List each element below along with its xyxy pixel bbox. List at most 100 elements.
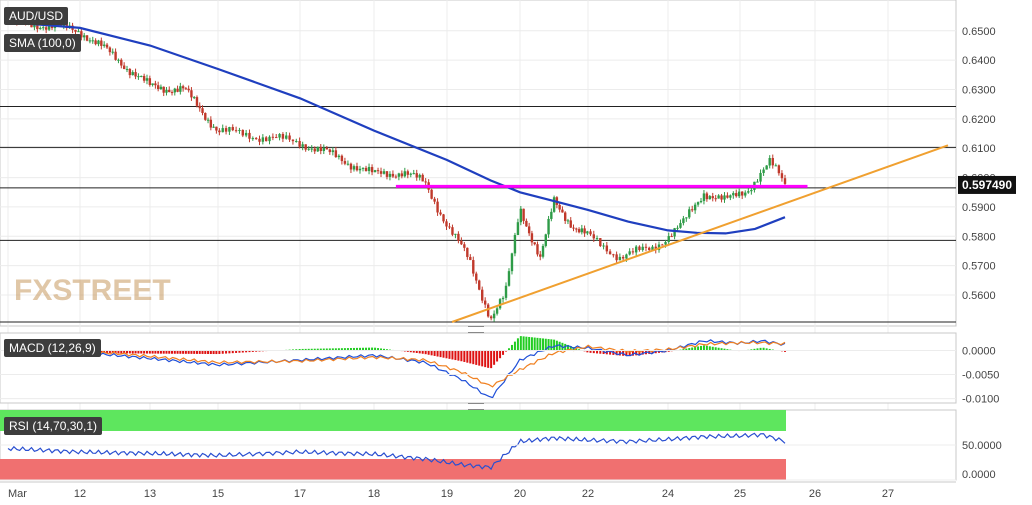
macd-hist-bar — [519, 336, 522, 351]
macd-hist-bar — [343, 348, 346, 351]
macd-hist-bar — [553, 339, 556, 351]
candle-body — [281, 133, 285, 139]
macd-hist-bar — [481, 350, 484, 367]
macd-hist-bar — [602, 350, 605, 355]
macd-hist-bar — [245, 350, 248, 353]
candle-body — [77, 31, 80, 33]
candle-body — [206, 119, 210, 121]
macd-hist-bar — [331, 348, 334, 351]
candle-body — [737, 191, 741, 197]
candle-body — [187, 88, 190, 91]
candle-body — [580, 228, 584, 233]
macd-hist-bar — [705, 345, 708, 351]
macd-hist-bar — [148, 350, 151, 354]
sma-label: SMA (100,0) — [4, 34, 81, 52]
main-panel — [0, 0, 957, 327]
macd-hist-bar — [374, 347, 377, 351]
candle-body — [39, 27, 42, 30]
rsi-y-tick-label: 50.0000 — [962, 440, 1002, 452]
candle-body — [134, 72, 137, 77]
rsi-resize-handle[interactable] — [468, 403, 484, 410]
rsi-oversold-zone — [0, 459, 786, 480]
candle-body — [589, 231, 592, 235]
candle-body — [495, 308, 499, 314]
macd-hist-bar — [750, 349, 753, 351]
candle-body — [181, 86, 185, 89]
x-tick-label: 27 — [882, 488, 894, 500]
candle-body — [651, 246, 654, 251]
macd-hist-bar — [291, 349, 294, 351]
macd-hist-bar — [635, 350, 638, 356]
candle-body — [735, 193, 738, 197]
candle-body — [376, 170, 380, 172]
x-tick-label: 24 — [662, 488, 674, 500]
candle-body — [400, 173, 404, 177]
candle-body — [644, 246, 648, 248]
candle-body — [608, 251, 612, 255]
candle-body — [85, 35, 89, 41]
macd-hist-bar — [544, 338, 547, 351]
macd-hist-bar — [784, 350, 786, 352]
rsi-line — [7, 432, 786, 471]
macd-hist-bar — [651, 350, 654, 354]
horizontal-gridlines — [0, 30, 956, 296]
macd-y-axis: 0.0000 -0.0050 -0.0100 — [0, 345, 999, 406]
macd-hist-bar — [625, 350, 628, 357]
y-tick-label: 0.6200 — [962, 114, 996, 126]
macd-hist-bar — [409, 350, 412, 353]
macd-hist-bar — [499, 350, 502, 359]
macd-hist-bar — [717, 347, 720, 351]
current-price-text: 0.597490 — [962, 178, 1012, 192]
candle-body — [352, 166, 356, 170]
candle-body — [469, 256, 472, 261]
macd-hist-bar — [225, 350, 228, 354]
macd-hist-bar — [377, 348, 380, 351]
macd-hist-bar — [100, 350, 103, 353]
candle-body — [204, 113, 207, 120]
candle-body — [36, 24, 39, 30]
macd-hist-bar — [349, 348, 352, 351]
candle-body — [516, 222, 520, 235]
macd-hist-bar — [759, 347, 762, 351]
candle-body — [159, 86, 163, 90]
macd-hist-bar — [688, 348, 691, 351]
macd-hist-bar — [439, 350, 442, 358]
y-tick-label: 0.5700 — [962, 261, 996, 273]
macd-hist-bar — [536, 337, 539, 351]
x-tick-label: 25 — [734, 488, 746, 500]
macd-hist-bar — [539, 338, 542, 351]
macd-hist-bar — [768, 348, 771, 351]
macd-hist-bar — [641, 350, 644, 355]
candle-body — [732, 193, 735, 196]
macd-hist-bar — [654, 350, 657, 354]
candle-body — [699, 200, 703, 203]
macd-hist-bar — [137, 350, 140, 354]
macd-hist-bar — [151, 350, 154, 354]
candle-body — [209, 119, 213, 128]
x-tick-label: 19 — [441, 488, 453, 500]
candle-body — [373, 170, 377, 173]
x-tick-label: 20 — [514, 488, 526, 500]
candle-body — [777, 165, 781, 174]
macd-hist-bar — [179, 350, 182, 354]
macd-resize-handle[interactable] — [468, 326, 484, 333]
macd-hist-bar — [487, 350, 490, 368]
macd-hist-bar — [176, 350, 179, 354]
candle-body — [388, 173, 392, 177]
candle-body — [42, 27, 45, 29]
macd-label: MACD (12,26,9) — [4, 339, 101, 357]
candle-body — [316, 146, 319, 152]
candle-body — [301, 144, 304, 147]
candle-body — [307, 148, 310, 150]
macd-hist-bar — [145, 350, 148, 354]
macd-hist-bar — [355, 347, 358, 351]
macd-hist-bar — [490, 350, 493, 369]
candle-body — [304, 144, 307, 150]
candle-body — [337, 155, 341, 158]
macd-hist-bar — [424, 350, 427, 355]
candle-body — [720, 195, 723, 200]
candle-body — [154, 83, 157, 86]
macd-hist-bar — [235, 350, 238, 353]
candle-body — [688, 209, 691, 218]
candle-body — [566, 220, 570, 222]
